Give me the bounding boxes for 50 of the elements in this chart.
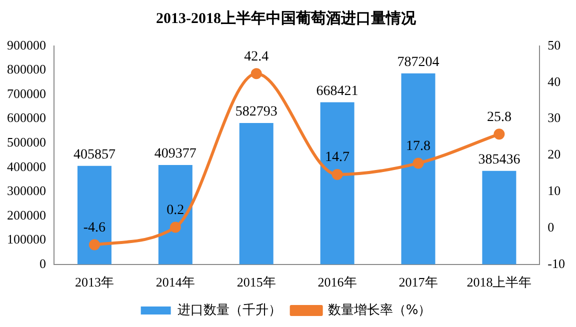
x-tick-label: 2015年 (236, 274, 276, 290)
y-tick-label: 400000 (7, 158, 46, 174)
data-label: 409377 (154, 146, 196, 162)
legend-label: 进口数量（千升） (177, 302, 282, 318)
bar (482, 170, 516, 264)
bar (239, 122, 274, 264)
x-tick-label: 2013年 (74, 274, 114, 290)
point (88, 239, 100, 250)
y-tick-label: 200000 (7, 207, 46, 222)
point (332, 168, 343, 180)
point (412, 158, 424, 169)
y-tick-label: 700000 (7, 86, 46, 101)
chart-title: 2013-2018上半年中国葡萄酒进口量情况 (156, 10, 417, 27)
x-tick-label: 2018上半年 (466, 274, 532, 290)
bar (320, 102, 354, 264)
y-tick-label: 500000 (7, 134, 46, 150)
y2-tick-label: 20 (548, 146, 561, 162)
data-label: 405857 (73, 148, 116, 163)
data-label: 25.8 (486, 110, 512, 125)
data-label: 42.4 (244, 49, 269, 64)
data-label: 14.7 (325, 150, 350, 166)
y2-tick-label: 10 (548, 183, 561, 198)
legend-label: 数量增长率（%） (328, 302, 432, 318)
x-tick-label: 2014年 (156, 274, 195, 290)
data-label: 17.8 (406, 138, 431, 154)
y2-tick-label: 50 (548, 37, 561, 52)
y-tick-label: 0 (40, 256, 46, 271)
bar (77, 166, 112, 264)
point (170, 222, 181, 233)
x-tick-label: 2017年 (398, 274, 438, 290)
data-label: 668421 (316, 84, 358, 99)
y-tick-label: 100000 (7, 232, 46, 247)
data-label: -4.6 (83, 220, 106, 236)
data-label: 787204 (397, 55, 440, 70)
point (250, 68, 262, 80)
y-tick-label: 900000 (7, 37, 46, 52)
data-label: 582793 (235, 104, 278, 120)
y-tick-label: 600000 (7, 110, 46, 126)
data-label: 0.2 (166, 202, 184, 218)
x-tick-label: 2016年 (318, 274, 357, 290)
y-tick-label: 800000 (7, 62, 46, 77)
y2-tick-label: 30 (548, 110, 561, 126)
bar (401, 73, 436, 264)
y-tick-label: 300000 (7, 183, 46, 198)
y2-tick-label: 0 (548, 219, 554, 234)
y2-tick-label: 40 (548, 74, 561, 89)
bar (158, 165, 192, 264)
y2-tick-label: -10 (548, 256, 566, 271)
point (494, 128, 505, 140)
data-label: 385436 (478, 152, 520, 168)
